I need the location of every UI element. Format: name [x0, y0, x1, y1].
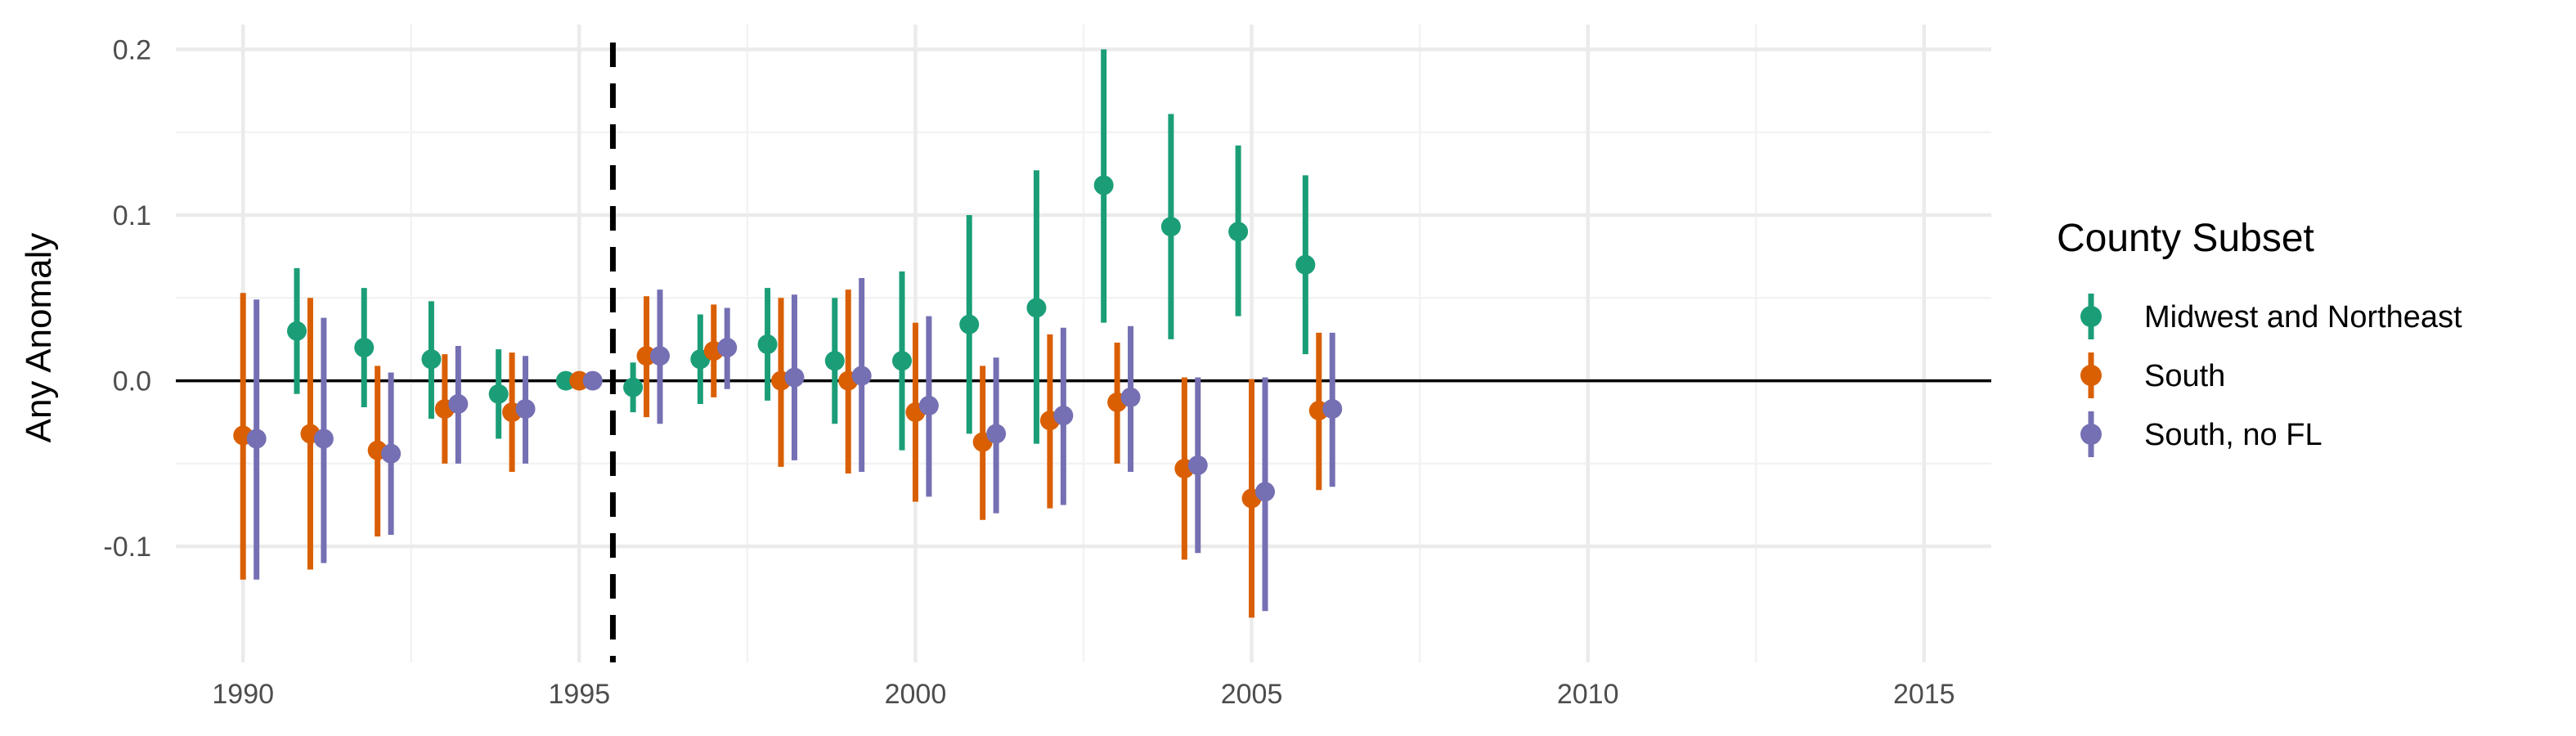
legend-items: Midwest and Northeast South South, no FL: [2080, 294, 2462, 457]
data-point: [421, 349, 442, 370]
data-point: [1160, 217, 1181, 237]
legend-key-point: [2080, 365, 2102, 386]
legend-item: South, no FL: [2080, 411, 2322, 457]
legend-label: South: [2144, 359, 2225, 393]
legend-item: Midwest and Northeast: [2080, 294, 2462, 339]
data-point: [1322, 399, 1343, 420]
series-midwest-and-northeast: [287, 49, 1316, 451]
major-gridlines: [176, 25, 1991, 662]
data-point: [918, 395, 939, 415]
data-point: [381, 443, 402, 464]
data-point: [1187, 455, 1208, 475]
data-point: [623, 377, 644, 397]
legend-item: South: [2080, 352, 2225, 398]
data-point: [824, 351, 845, 371]
data-point: [555, 370, 576, 391]
data-point: [784, 367, 805, 388]
y-axis-tick-labels: -0.1 0.0 0.1 0.2: [103, 34, 151, 563]
data-point: [1093, 175, 1114, 195]
data-point: [246, 429, 267, 449]
data-point: [354, 338, 375, 358]
data-point: [717, 338, 738, 358]
data-point: [313, 429, 334, 449]
data-point: [515, 399, 536, 420]
y-axis-title: Any Anomaly: [19, 233, 59, 443]
legend-title: County Subset: [2057, 217, 2314, 260]
data-point: [757, 334, 778, 355]
data-point: [1228, 222, 1249, 242]
minor-gridlines: [176, 25, 1991, 662]
x-tick-label: 1995: [549, 679, 611, 710]
data-point: [488, 384, 509, 404]
data-point: [986, 424, 1007, 444]
legend: County Subset Midwest and Northeast South…: [2057, 217, 2462, 457]
x-tick-label: 2015: [1893, 679, 1955, 710]
legend-label: South, no FL: [2144, 418, 2322, 452]
data-point: [287, 321, 307, 341]
data-point: [1026, 298, 1047, 318]
x-tick-label: 2010: [1557, 679, 1619, 710]
data-point: [1295, 254, 1316, 275]
x-tick-label: 1990: [212, 679, 274, 710]
reference-lines: [176, 43, 1991, 662]
legend-key-point: [2080, 306, 2102, 327]
data-point: [851, 366, 872, 386]
data-point: [636, 346, 657, 366]
data-point: [650, 346, 670, 366]
y-tick-label: 0.0: [113, 366, 151, 397]
legend-label: Midwest and Northeast: [2144, 300, 2462, 334]
data-point: [1255, 482, 1275, 502]
data-point: [1053, 406, 1074, 426]
x-tick-label: 2005: [1221, 679, 1283, 710]
data-point: [959, 314, 980, 334]
data-point: [569, 370, 590, 391]
y-tick-label: 0.1: [113, 200, 151, 231]
series-south-no-fl: [246, 277, 1343, 612]
y-tick-label: 0.2: [113, 34, 151, 65]
x-axis-tick-labels: 1990 1995 2000 2005 2010 2015: [212, 679, 1954, 710]
series-layer: [233, 49, 1343, 618]
x-tick-label: 2000: [885, 679, 947, 710]
data-point: [1120, 387, 1141, 407]
data-point: [448, 393, 469, 414]
data-point: [582, 370, 603, 391]
legend-key-point: [2080, 424, 2102, 445]
y-tick-label: -0.1: [103, 532, 151, 563]
data-point: [892, 351, 912, 371]
